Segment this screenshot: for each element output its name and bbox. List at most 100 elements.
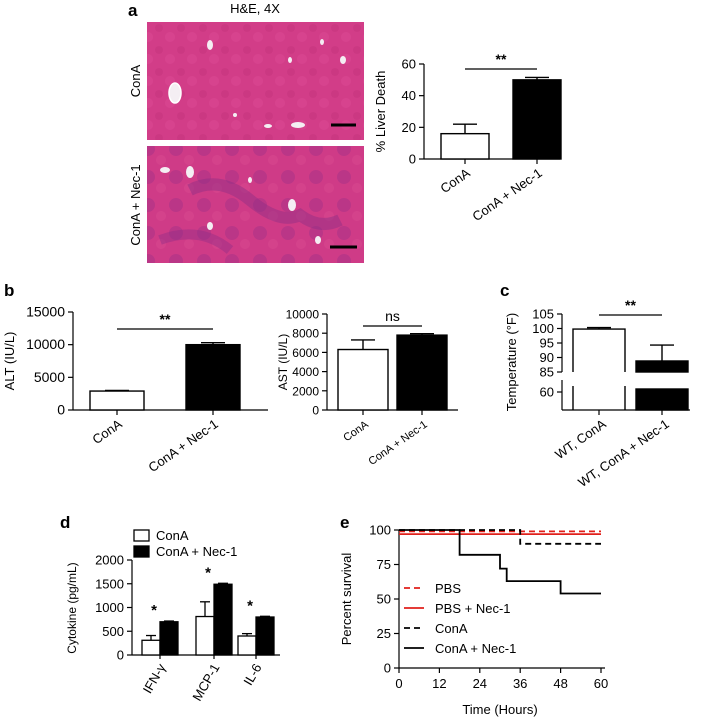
y-tick-label: 4000 [292,365,319,379]
y-tick-label: 2000 [292,384,319,398]
y-tick-label: 100 [532,321,554,336]
x-category-label: IL-6 [240,661,264,688]
y-tick-label: 0 [117,648,124,663]
x-category-label: ConA + Nec-1 [366,419,429,468]
panel-letter-a: a [128,1,138,20]
y-tick-label: 40 [402,88,416,103]
legend-label: PBS [435,581,461,596]
y-axis-label: AST (IU/L) [276,334,290,390]
bar [89,390,145,411]
panel-a: a H&E, 4X ConA ConA + Nec- [128,1,562,263]
x-tick-label: 12 [432,676,446,691]
row-label-cona: ConA [128,64,143,97]
legend-label: ConA + Nec-1 [156,544,237,559]
y-tick-label: 25 [377,626,391,641]
y-tick-label: 0 [409,152,416,167]
bar [159,621,179,656]
x-category-label: ConA [341,418,371,444]
legend-label: PBS + Nec-1 [435,601,511,616]
legend-label: ConA + Nec-1 [435,641,516,656]
x-category-label: ConA [89,416,125,447]
chart-cytokine: 0 500 1000 1500 2000 Cytokine (pg/mL) * IFN-γ * M… [65,528,280,704]
y-axis-label: Temperature (°F) [504,313,519,411]
panel-d: d 0 500 1000 1500 2000 Cytokine (pg/mL) * IFN-γ… [60,513,280,704]
chart-alt: 0 5000 10000 15000 ALT (IU/L) ConA ConA + Nec-… [2,304,268,475]
y-tick-label: 75 [377,557,391,572]
x-category-label: IFN-γ [140,661,169,696]
significance-marker: ** [625,297,636,313]
y-axis-label: ALT (IU/L) [2,332,17,391]
histology-image-cona [147,22,364,140]
bar [255,616,275,656]
significance-marker: * [151,602,157,619]
y-tick-label: 85 [540,365,554,380]
bar [512,79,562,160]
y-tick-label: 60 [540,385,554,400]
legend-label: ConA [156,528,189,543]
x-category-label: MCP-1 [189,661,222,704]
y-tick-label: 500 [102,624,124,639]
bar [396,334,448,411]
y-tick-label: 2000 [95,553,124,568]
y-tick-label: 20 [402,120,416,135]
legend-swatch [133,545,150,558]
y-tick-label: 10000 [26,336,65,352]
x-category-label: ConA [437,165,473,196]
y-tick-label: 10000 [286,308,320,322]
bar-upper [572,328,626,372]
y-tick-label: 8000 [292,327,319,341]
significance-marker: * [205,564,211,581]
y-tick-label: 90 [540,350,554,365]
y-tick-label: 1500 [95,576,124,591]
x-tick-label: 36 [513,676,527,691]
panel-letter-d: d [60,513,70,532]
x-tick-label: 60 [594,676,608,691]
significance-marker: ** [160,311,171,327]
bar [237,635,257,656]
x-category-label: ConA + Nec-1 [146,416,221,475]
y-axis-label: Cytokine (pg/mL) [65,562,79,653]
bar [195,615,215,656]
bar-lower [572,386,626,410]
y-tick-label: 100 [369,523,391,538]
y-tick-label: 15000 [26,304,65,320]
x-tick-label: 24 [473,676,487,691]
panel-letter-c: c [500,281,509,300]
panel-e: e 0 25 50 75 100 0 12 24 36 48 60 Time (Hours) Perce… [339,513,608,717]
bar [337,348,389,411]
legend-label: ConA [435,621,468,636]
y-tick-label: 50 [377,592,391,607]
y-tick-label: 5000 [34,369,65,385]
bar [185,343,241,411]
y-tick-label: 60 [402,57,416,72]
y-tick-label: 0 [384,661,391,676]
y-tick-label: 0 [57,402,65,418]
histology-image-cona-nec1 [147,146,364,263]
chart-ast: 0 2000 4000 6000 8000 10000 AST (IU/L) ConAConA… [276,308,458,468]
x-tick-label: 48 [553,676,567,691]
x-tick-label: 0 [395,676,402,691]
panel-letter-b: b [4,281,14,300]
bar [141,639,161,656]
y-tick-label: 1000 [95,600,124,615]
bar [440,132,490,160]
significance-marker: ns [385,308,400,324]
y-tick-label: 6000 [292,346,319,360]
bar-upper [635,360,689,373]
y-tick-label: 0 [312,404,319,418]
panel-letter-e: e [340,513,349,532]
y-axis-label: % Liver Death [373,71,388,153]
bar [213,583,233,656]
image-title: H&E, 4X [230,1,280,16]
x-axis-label: Time (Hours) [462,702,537,717]
significance-marker: ** [496,51,507,67]
chart-survival: 0 25 50 75 100 0 12 24 36 48 60 Time (Hours) Percent… [339,523,608,718]
x-category-label: ConA + Nec-1 [470,165,545,224]
legend-swatch [133,529,150,542]
significance-marker: * [247,597,253,614]
